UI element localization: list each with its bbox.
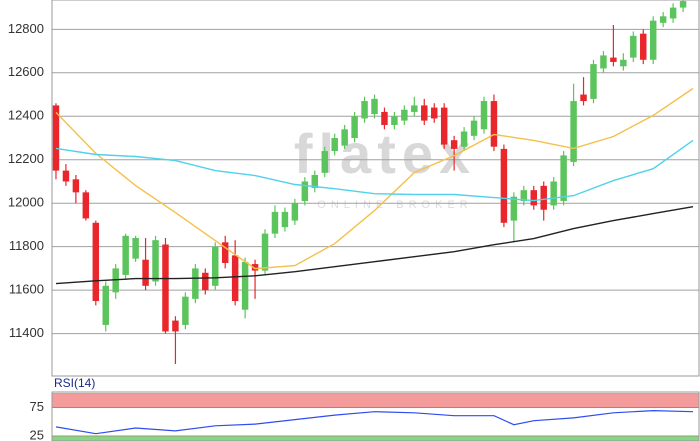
candle-body — [261, 233, 269, 271]
candle-body — [530, 190, 538, 206]
candle-body — [679, 1, 687, 8]
candle-body — [381, 111, 388, 125]
candle-body — [440, 107, 448, 145]
candle-body — [311, 174, 319, 188]
candle-body — [192, 268, 199, 299]
watermark-sub: ONLINE BROKER — [317, 199, 472, 211]
candle-body — [251, 264, 259, 271]
y-tick-label: 11600 — [9, 282, 44, 297]
candle-body — [241, 261, 249, 310]
band — [52, 435, 700, 441]
candle-body — [510, 196, 518, 221]
rsi-line — [55, 409, 694, 435]
y-tick-label: 12600 — [8, 64, 44, 79]
candle-body — [470, 120, 478, 136]
candle-body — [212, 246, 219, 286]
candle-body — [649, 20, 657, 60]
y-tick-label: 12200 — [8, 151, 44, 166]
candle-body — [540, 185, 547, 210]
candle-body — [281, 211, 289, 228]
candle-body — [162, 244, 169, 332]
candle-body — [560, 155, 567, 202]
candle-body — [620, 59, 627, 67]
moving-average — [55, 206, 694, 285]
plot-border — [51, 0, 700, 377]
candle-body — [580, 94, 587, 102]
candle-body — [520, 190, 528, 202]
band — [52, 393, 700, 409]
rsi-title: RSI(14) — [54, 376, 95, 390]
y-tick-label: 11800 — [9, 238, 44, 253]
candle-body — [321, 151, 328, 173]
candle-body — [669, 7, 677, 19]
candle-body — [430, 107, 438, 119]
moving-average — [55, 139, 694, 202]
candle-body — [590, 64, 597, 99]
candle-body — [500, 148, 508, 223]
candle-body — [142, 259, 149, 286]
candle-body — [421, 105, 428, 121]
candle-body — [301, 181, 309, 202]
candle-body — [231, 255, 239, 302]
candle-body — [62, 170, 70, 182]
candle-body — [490, 101, 498, 147]
candle-body — [361, 101, 368, 119]
candle-body — [550, 181, 557, 206]
moving-average — [55, 87, 694, 270]
candle-body — [570, 101, 577, 162]
candle-body — [172, 320, 179, 332]
candle-body — [152, 240, 159, 282]
candle-body — [659, 16, 667, 23]
candle-body — [460, 131, 468, 147]
candle-body — [92, 222, 100, 302]
candle-body — [221, 242, 229, 263]
y-tick-label: 11400 — [9, 325, 44, 340]
y-tick-label: 25 — [30, 427, 44, 441]
plot-area — [52, 0, 699, 365]
candle-body — [630, 35, 637, 58]
candle-body — [450, 140, 458, 149]
candle-body — [371, 98, 378, 115]
candle-body — [341, 129, 348, 146]
candle-body — [52, 105, 60, 171]
plot-border — [51, 391, 700, 441]
candle-body — [82, 192, 90, 219]
candle-body — [122, 235, 129, 275]
candle-body — [331, 138, 338, 152]
candle-body — [401, 109, 408, 121]
watermark: flatex — [294, 122, 476, 185]
candle-body — [411, 105, 418, 112]
y-tick-label: 75 — [30, 399, 44, 414]
candle-body — [391, 116, 398, 125]
candle-body — [480, 101, 488, 130]
candle-body — [202, 272, 209, 291]
candle-body — [102, 285, 109, 325]
y-tick-label: 12800 — [8, 21, 44, 36]
candle-body — [291, 203, 299, 221]
candle-body — [72, 179, 80, 193]
candle-body — [271, 211, 279, 234]
candle-body — [182, 296, 189, 325]
y-tick-label: 12000 — [8, 195, 44, 210]
y-tick-label: 12400 — [8, 108, 44, 123]
candle-body — [600, 55, 607, 69]
candle-body — [640, 33, 647, 60]
candle-body — [132, 237, 139, 259]
candle-body — [351, 116, 358, 139]
candle-body — [610, 57, 617, 62]
